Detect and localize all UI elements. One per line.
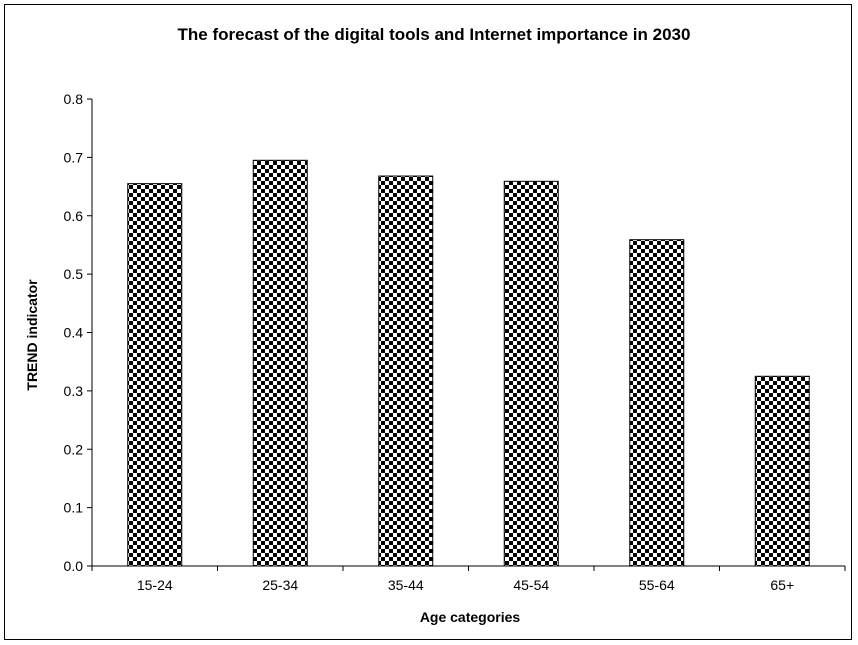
bar-chart: The forecast of the digital tools and In… — [24, 25, 846, 625]
y-axis-ticks: 0.0 0.1 0.2 0.3 0.4 0.5 0.6 0.7 0.8 — [64, 91, 92, 574]
chart-title: The forecast of the digital tools and In… — [178, 25, 691, 44]
y-tick-label: 0.4 — [64, 325, 84, 341]
y-tick-label: 0.1 — [64, 500, 84, 516]
bar-65plus — [754, 375, 810, 567]
x-axis-ticks: 15-24 25-34 35-44 45-54 55-64 65+ — [91, 566, 846, 593]
y-tick-label: 0.5 — [64, 266, 84, 282]
x-tick-label: 35-44 — [388, 577, 424, 593]
y-tick-label: 0.8 — [64, 91, 84, 107]
chart-frame: The forecast of the digital tools and In… — [4, 4, 852, 640]
x-tick-label: 15-24 — [137, 577, 173, 593]
x-tick-label: 25-34 — [262, 577, 298, 593]
y-axis-label: TREND indicator — [24, 279, 40, 391]
y-tick-label: 0.7 — [64, 149, 84, 165]
y-tick-label: 0.2 — [64, 441, 84, 457]
x-tick-label: 45-54 — [513, 577, 549, 593]
bar-15-24 — [127, 183, 183, 567]
x-tick-label: 65+ — [770, 577, 794, 593]
bar-25-34 — [252, 159, 308, 567]
bar-45-54 — [503, 180, 559, 567]
y-tick-label: 0.0 — [64, 558, 84, 574]
x-axis-label: Age categories — [420, 609, 521, 625]
bar-35-44 — [378, 175, 434, 567]
y-tick-label: 0.3 — [64, 383, 84, 399]
bar-55-64 — [629, 239, 685, 567]
y-tick-label: 0.6 — [64, 208, 84, 224]
x-tick-label: 55-64 — [639, 577, 675, 593]
bars — [127, 159, 810, 567]
